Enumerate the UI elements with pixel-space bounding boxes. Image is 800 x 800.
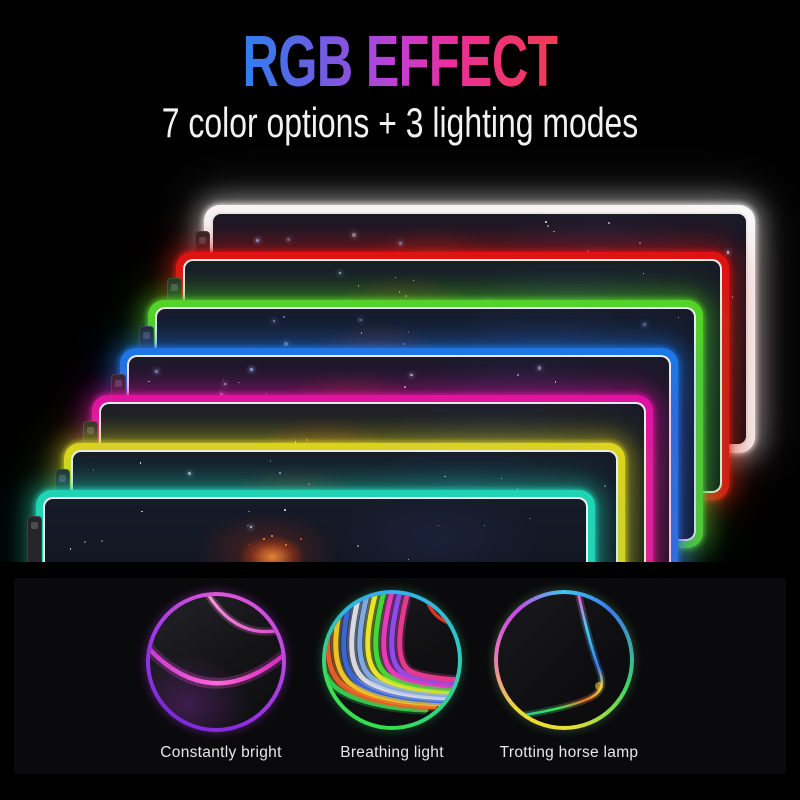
breathing-light-illustration (326, 594, 458, 715)
mode-thumb-breathing-light (322, 590, 462, 730)
mousepad-cyan (27, 490, 595, 562)
rgb-controller-tab (27, 516, 42, 562)
page-title: RGB EFFECT (242, 22, 558, 102)
lighting-modes-section: Constantly bright Breathing light Trotti… (0, 562, 800, 800)
mode-label-trotting-horse-lamp: Trotting horse lamp (499, 744, 639, 761)
mousepad-stack (27, 205, 755, 562)
mode-thumb-trotting-horse-lamp (494, 590, 634, 730)
mode-label-breathing-light: Breathing light (340, 744, 444, 761)
constant-light-illustration (150, 596, 282, 689)
galaxy-print-surface (43, 497, 588, 562)
trotting-horse-lamp-illustration (502, 594, 606, 722)
page-subtitle: 7 color options + 3 lighting modes (161, 99, 639, 146)
mode-label-constantly-bright: Constantly bright (160, 744, 282, 761)
mode-thumb-constantly-bright (146, 592, 286, 732)
header: RGB EFFECT 7 color options + 3 lighting … (0, 26, 800, 146)
